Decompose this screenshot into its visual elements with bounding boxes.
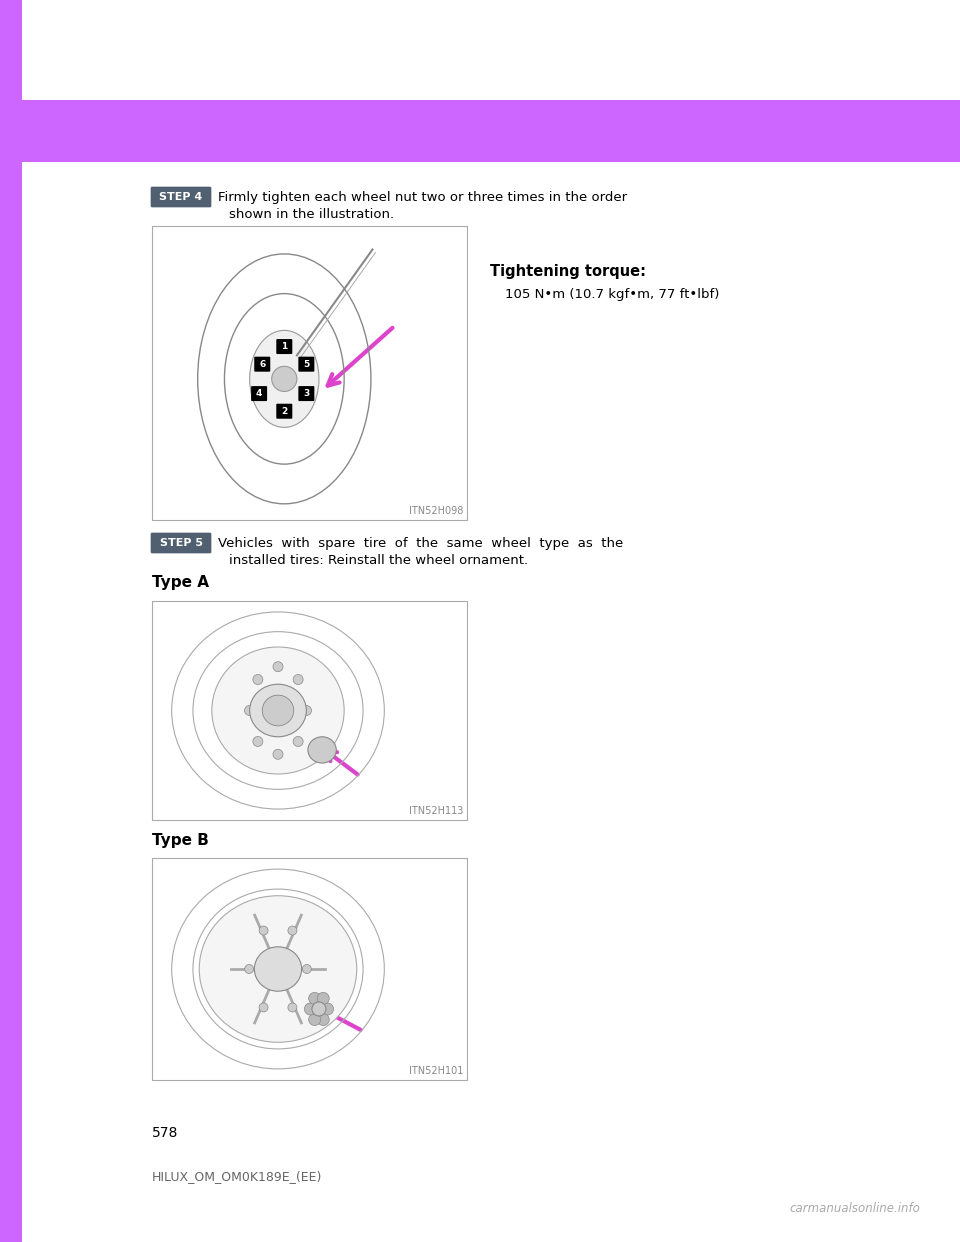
Ellipse shape bbox=[254, 946, 301, 991]
Circle shape bbox=[273, 662, 283, 672]
Text: Firmly tighten each wheel nut two or three times in the order: Firmly tighten each wheel nut two or thr… bbox=[218, 191, 627, 204]
Text: ITN52H101: ITN52H101 bbox=[409, 1066, 463, 1076]
Circle shape bbox=[288, 1004, 297, 1012]
Circle shape bbox=[245, 705, 254, 715]
Circle shape bbox=[302, 965, 311, 974]
Text: 4: 4 bbox=[256, 389, 262, 399]
Text: carmanualsonline.info: carmanualsonline.info bbox=[789, 1202, 920, 1215]
Circle shape bbox=[293, 674, 303, 684]
FancyBboxPatch shape bbox=[151, 188, 211, 207]
Ellipse shape bbox=[250, 684, 306, 737]
Text: Vehicles  with  spare  tire  of  the  same  wheel  type  as  the: Vehicles with spare tire of the same whe… bbox=[218, 537, 623, 550]
Circle shape bbox=[309, 992, 321, 1005]
FancyBboxPatch shape bbox=[252, 386, 267, 401]
Ellipse shape bbox=[250, 330, 319, 427]
Text: Tightening torque:: Tightening torque: bbox=[490, 265, 646, 279]
Text: installed tires: Reinstall the wheel ornament.: installed tires: Reinstall the wheel orn… bbox=[229, 554, 528, 568]
Circle shape bbox=[272, 366, 297, 391]
Ellipse shape bbox=[262, 696, 294, 725]
Bar bbox=[152, 858, 467, 1081]
Circle shape bbox=[252, 737, 263, 746]
Text: HILUX_OM_OM0K189E_(EE): HILUX_OM_OM0K189E_(EE) bbox=[152, 1170, 323, 1182]
FancyBboxPatch shape bbox=[276, 404, 292, 419]
Text: STEP 4: STEP 4 bbox=[159, 193, 203, 202]
Ellipse shape bbox=[212, 647, 344, 774]
Circle shape bbox=[252, 674, 263, 684]
FancyBboxPatch shape bbox=[299, 386, 314, 401]
Text: Type B: Type B bbox=[152, 833, 209, 848]
Circle shape bbox=[322, 1004, 333, 1015]
Bar bbox=[152, 226, 467, 520]
Text: 2: 2 bbox=[281, 406, 287, 416]
Circle shape bbox=[312, 1002, 326, 1016]
Circle shape bbox=[273, 749, 283, 759]
Circle shape bbox=[317, 992, 329, 1005]
Text: 6: 6 bbox=[259, 360, 265, 369]
Bar bbox=[22, 101, 960, 161]
Circle shape bbox=[309, 1013, 321, 1026]
FancyBboxPatch shape bbox=[276, 339, 292, 354]
Text: 3: 3 bbox=[303, 389, 309, 399]
Text: ITN52H113: ITN52H113 bbox=[409, 806, 463, 816]
Text: ITN52H098: ITN52H098 bbox=[409, 505, 463, 515]
Text: 5: 5 bbox=[303, 360, 309, 369]
Circle shape bbox=[293, 737, 303, 746]
Text: 578: 578 bbox=[152, 1126, 179, 1140]
Circle shape bbox=[317, 1013, 329, 1026]
Text: Type A: Type A bbox=[152, 575, 209, 590]
Text: shown in the illustration.: shown in the illustration. bbox=[229, 207, 395, 221]
Circle shape bbox=[304, 1004, 317, 1015]
Circle shape bbox=[259, 1004, 268, 1012]
FancyBboxPatch shape bbox=[151, 533, 211, 553]
Ellipse shape bbox=[200, 895, 357, 1042]
Circle shape bbox=[245, 965, 253, 974]
Circle shape bbox=[288, 927, 297, 935]
Bar bbox=[0, 0, 22, 1242]
Circle shape bbox=[301, 705, 311, 715]
Ellipse shape bbox=[308, 737, 336, 763]
Text: 5-2. Steps to take in an emergency: 5-2. Steps to take in an emergency bbox=[155, 135, 390, 148]
Bar bbox=[152, 601, 467, 820]
FancyBboxPatch shape bbox=[254, 356, 271, 371]
Text: STEP 5: STEP 5 bbox=[159, 538, 203, 548]
FancyBboxPatch shape bbox=[299, 356, 314, 371]
Text: 105 N•m (10.7 kgf•m, 77 ft•lbf): 105 N•m (10.7 kgf•m, 77 ft•lbf) bbox=[505, 288, 719, 301]
Text: 1: 1 bbox=[281, 342, 287, 351]
Circle shape bbox=[259, 927, 268, 935]
